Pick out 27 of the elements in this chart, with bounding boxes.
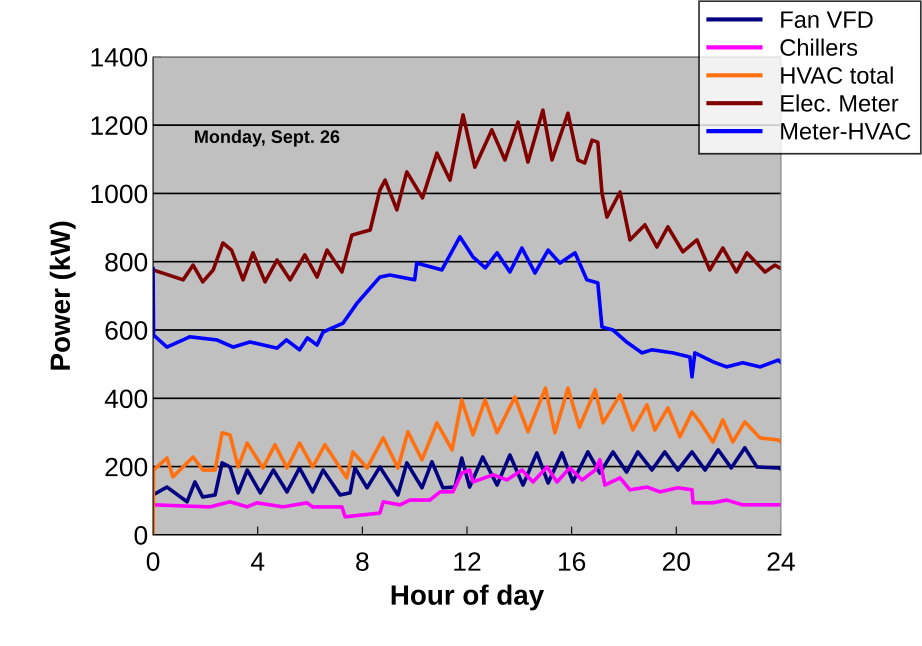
x-axis-title: Hour of day <box>392 584 544 610</box>
line-series <box>153 458 781 519</box>
x-tick-label: 4 <box>250 552 264 571</box>
legend-label: Chillers <box>780 38 858 56</box>
y-tick-label: 1200 <box>92 116 148 135</box>
line-series <box>153 234 781 379</box>
y-tick-label: 600 <box>106 321 148 340</box>
x-tick-label: 20 <box>662 552 690 571</box>
y-tick-label: 1000 <box>92 184 148 204</box>
y-tick-label: 200 <box>105 458 148 476</box>
line-series <box>153 446 781 504</box>
legend-label: Elec. Meter <box>781 94 898 112</box>
x-tick-label: 0 <box>146 552 160 571</box>
y-tick-label: 400 <box>104 389 148 408</box>
x-tick-label: 12 <box>454 552 480 571</box>
x-tick-label: 8 <box>356 552 369 571</box>
legend-label: Meter-HVAC <box>781 122 910 140</box>
y-axis-title: Power (kW) <box>50 222 76 370</box>
legend-label: Fan VFD <box>781 11 873 28</box>
line-series <box>153 108 781 284</box>
annotation: Monday, Sept. 26 <box>195 130 340 147</box>
y-tick-label: 0 <box>134 526 148 545</box>
x-tick-label: 16 <box>558 552 586 571</box>
y-tick-label: 800 <box>105 252 148 272</box>
legend-label: HVAC total <box>781 66 893 84</box>
y-tick-label: 1400 <box>92 48 148 67</box>
x-tick-label: 24 <box>768 552 795 571</box>
